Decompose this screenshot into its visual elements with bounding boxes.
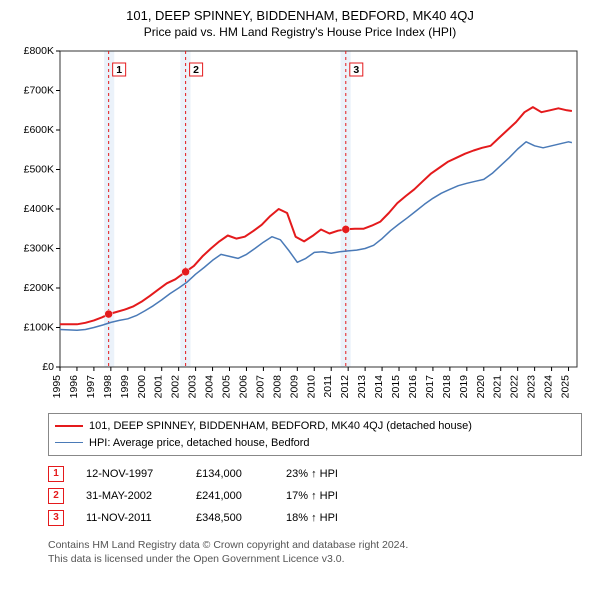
svg-text:2025: 2025	[560, 375, 572, 399]
svg-text:£700K: £700K	[24, 85, 54, 97]
svg-text:£300K: £300K	[24, 243, 54, 255]
svg-text:£800K: £800K	[24, 45, 54, 57]
svg-text:£0: £0	[42, 361, 54, 373]
svg-text:2008: 2008	[271, 375, 283, 399]
svg-text:2021: 2021	[492, 375, 504, 399]
sales-row-3: 3 11-NOV-2011 £348,500 18% ↑ HPI	[48, 510, 582, 526]
svg-text:2020: 2020	[475, 375, 487, 399]
svg-text:2003: 2003	[187, 375, 199, 399]
svg-text:2015: 2015	[390, 375, 402, 399]
sale-price-2: £241,000	[196, 490, 286, 502]
svg-text:£500K: £500K	[24, 164, 54, 176]
sale-date-1: 12-NOV-1997	[86, 468, 196, 480]
svg-text:2014: 2014	[373, 375, 385, 399]
svg-text:2023: 2023	[526, 375, 538, 399]
svg-text:2001: 2001	[153, 375, 165, 399]
legend-label-property: 101, DEEP SPINNEY, BIDDENHAM, BEDFORD, M…	[89, 418, 472, 435]
svg-text:2: 2	[193, 64, 199, 76]
svg-text:2002: 2002	[170, 375, 182, 399]
chart: £0 £100K £200K £300K £400K £500K £600K £700K £80…	[15, 45, 585, 405]
legend-row-property: 101, DEEP SPINNEY, BIDDENHAM, BEDFORD, M…	[55, 418, 575, 435]
svg-text:2019: 2019	[458, 375, 470, 399]
svg-text:1996: 1996	[68, 375, 80, 399]
svg-text:2006: 2006	[237, 375, 249, 399]
sale-price-1: £134,000	[196, 468, 286, 480]
legend-swatch-hpi	[55, 442, 83, 443]
svg-text:2024: 2024	[543, 375, 555, 399]
sale-price-3: £348,500	[196, 512, 286, 524]
svg-text:3: 3	[353, 64, 359, 76]
page: 101, DEEP SPINNEY, BIDDENHAM, BEDFORD, M…	[0, 0, 600, 590]
svg-text:2012: 2012	[339, 375, 351, 399]
footnote-line1: Contains HM Land Registry data © Crown c…	[48, 538, 582, 552]
svg-text:2007: 2007	[254, 375, 266, 399]
svg-text:2022: 2022	[509, 375, 521, 399]
sale-badge-3: 3	[48, 510, 64, 526]
sale-badge-2: 2	[48, 488, 64, 504]
svg-text:1995: 1995	[51, 375, 63, 399]
legend-swatch-property	[55, 425, 83, 427]
svg-text:1999: 1999	[119, 375, 131, 399]
svg-text:2000: 2000	[136, 375, 148, 399]
sale-date-3: 11-NOV-2011	[86, 512, 196, 524]
chart-svg: £0 £100K £200K £300K £400K £500K £600K £700K £80…	[15, 45, 585, 405]
sale-date-2: 31-MAY-2002	[86, 490, 196, 502]
chart-title-subtitle: Price paid vs. HM Land Registry's House …	[8, 25, 592, 39]
svg-text:2018: 2018	[441, 375, 453, 399]
svg-text:2016: 2016	[407, 375, 419, 399]
svg-text:1998: 1998	[102, 375, 114, 399]
svg-text:2004: 2004	[204, 375, 216, 399]
footnote-line2: This data is licensed under the Open Gov…	[48, 552, 582, 566]
svg-text:2017: 2017	[424, 375, 436, 399]
sales-row-2: 2 31-MAY-2002 £241,000 17% ↑ HPI	[48, 488, 582, 504]
svg-text:2009: 2009	[288, 375, 300, 399]
sale-ratio-3: 18% ↑ HPI	[286, 512, 386, 524]
svg-text:2013: 2013	[356, 375, 368, 399]
sales-table: 1 12-NOV-1997 £134,000 23% ↑ HPI 2 31-MA…	[48, 466, 582, 526]
svg-text:1997: 1997	[85, 375, 97, 399]
svg-text:2010: 2010	[305, 375, 317, 399]
svg-text:£600K: £600K	[24, 124, 54, 136]
footnote: Contains HM Land Registry data © Crown c…	[48, 538, 582, 566]
legend-label-hpi: HPI: Average price, detached house, Bedf…	[89, 435, 310, 452]
sale-ratio-2: 17% ↑ HPI	[286, 490, 386, 502]
svg-text:2005: 2005	[221, 375, 233, 399]
svg-text:£400K: £400K	[24, 203, 54, 215]
sales-row-1: 1 12-NOV-1997 £134,000 23% ↑ HPI	[48, 466, 582, 482]
sale-ratio-1: 23% ↑ HPI	[286, 468, 386, 480]
svg-text:£200K: £200K	[24, 282, 54, 294]
sale-badge-1: 1	[48, 466, 64, 482]
legend-row-hpi: HPI: Average price, detached house, Bedf…	[55, 435, 575, 452]
svg-text:2011: 2011	[322, 375, 334, 398]
svg-text:£100K: £100K	[24, 322, 54, 334]
legend: 101, DEEP SPINNEY, BIDDENHAM, BEDFORD, M…	[48, 413, 582, 456]
svg-text:1: 1	[116, 64, 122, 76]
chart-title-address: 101, DEEP SPINNEY, BIDDENHAM, BEDFORD, M…	[8, 8, 592, 23]
